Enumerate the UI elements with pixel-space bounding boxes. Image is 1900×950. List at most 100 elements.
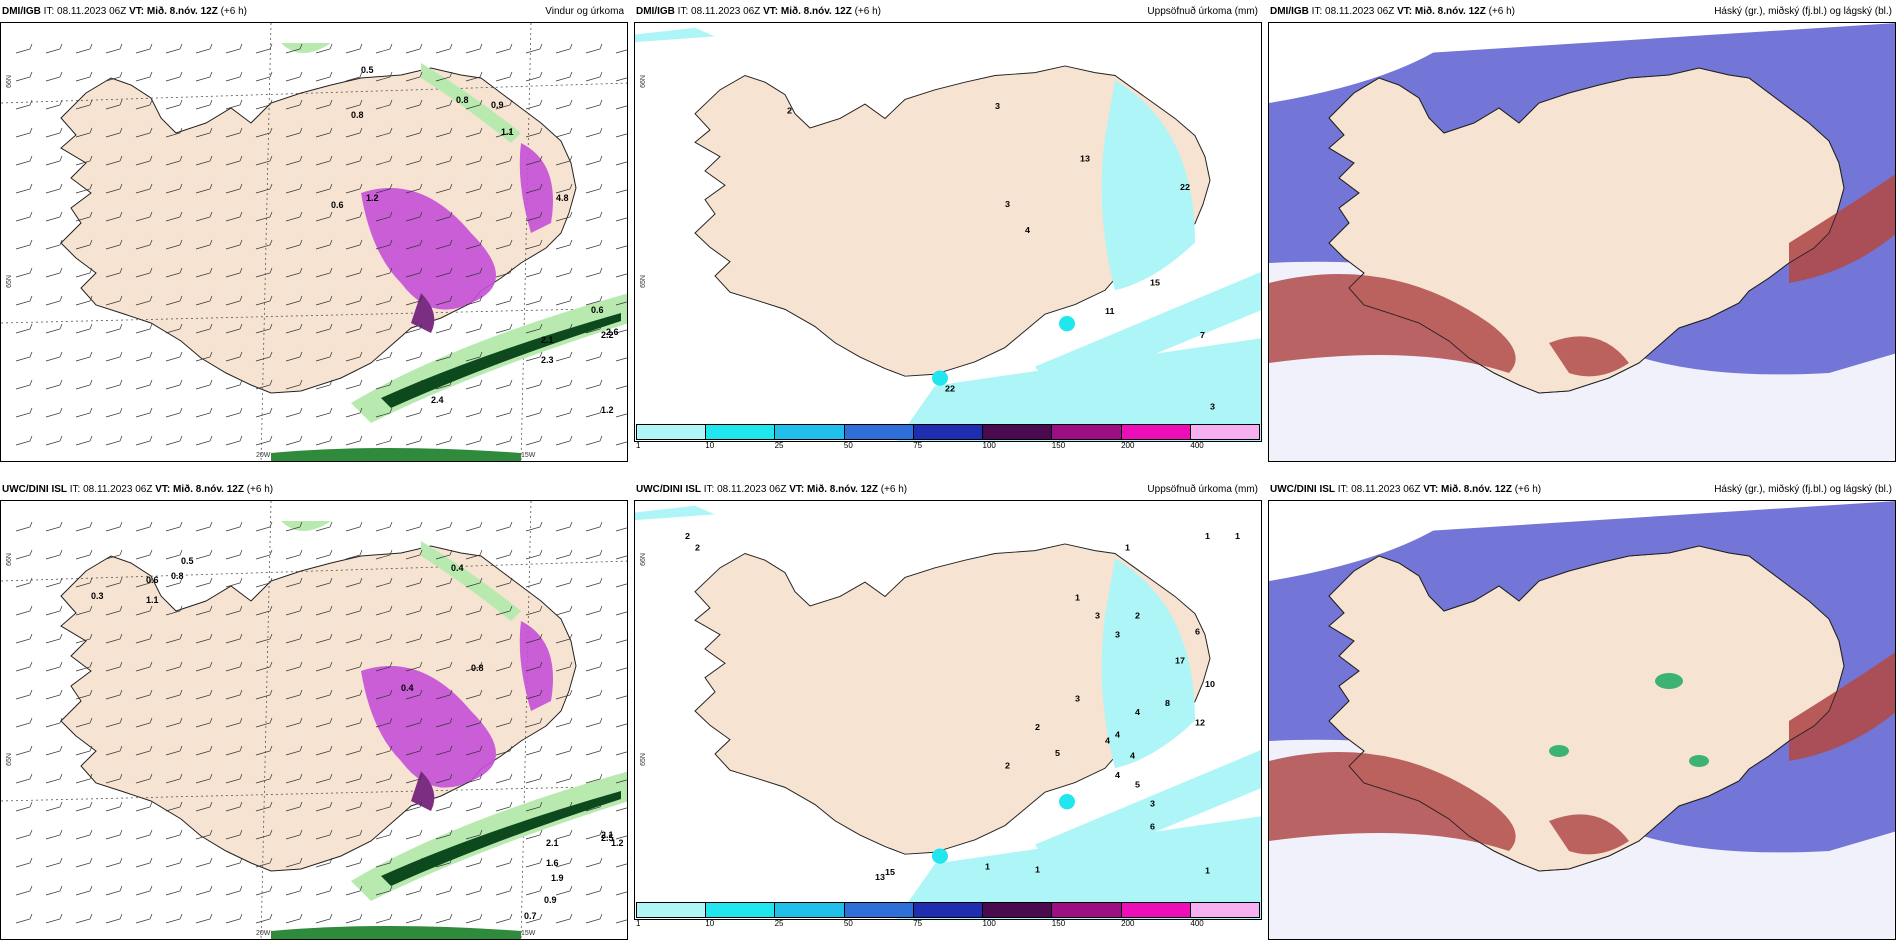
wind-barb xyxy=(135,717,153,728)
wind-barb xyxy=(165,407,183,418)
wind-barb xyxy=(45,127,63,138)
value-label: 3 xyxy=(1150,799,1155,809)
wind-barb xyxy=(585,521,603,532)
wind-barb xyxy=(315,43,333,54)
init-time: IT: 08.11.2023 06Z xyxy=(40,6,130,17)
wind-barb xyxy=(45,857,63,868)
value-label: 4 xyxy=(1025,225,1030,235)
wind-barb xyxy=(255,71,273,82)
wind-barb xyxy=(165,43,183,54)
wind-barb xyxy=(375,351,393,362)
wind-barb xyxy=(435,323,453,334)
wind-barb xyxy=(615,863,627,868)
wind-barb xyxy=(315,99,333,110)
wind-barb xyxy=(495,801,513,812)
wind-barb xyxy=(255,127,273,138)
color-swatch xyxy=(1190,903,1259,917)
panel-title: DMI/IGB IT: 08.11.2023 06Z VT: Mið. 8.nó… xyxy=(636,6,881,17)
wind-barb xyxy=(495,435,513,446)
wind-barb xyxy=(195,829,213,840)
wind-barb xyxy=(615,527,627,532)
wind-barb xyxy=(435,913,453,924)
wind-barb xyxy=(345,239,363,250)
wind-barb xyxy=(75,913,93,924)
wind-barb xyxy=(555,717,573,728)
wind-barb xyxy=(285,239,303,250)
field-title: Uppsöfnuð úrkoma (mm) xyxy=(1147,484,1258,495)
wind-barb xyxy=(435,407,453,418)
wind-barb xyxy=(315,155,333,166)
value-label: 22 xyxy=(945,384,955,394)
wind-barb xyxy=(435,801,453,812)
wind-barb xyxy=(135,661,153,672)
wind-barb xyxy=(435,577,453,588)
valid-time: VT: Mið. 8.nóv. 12Z xyxy=(789,484,878,495)
scale-label: 10 xyxy=(705,441,715,450)
wind-barb xyxy=(525,211,543,222)
wind-barb xyxy=(435,127,453,138)
wind-barb xyxy=(225,407,243,418)
wind-barb xyxy=(435,267,453,278)
wind-barb xyxy=(435,435,453,446)
wind-barb xyxy=(375,661,393,672)
wind-barb xyxy=(135,211,153,222)
value-label: 0.7 xyxy=(524,911,537,921)
wind-barb xyxy=(345,773,363,784)
wind-barb xyxy=(465,605,483,616)
wind-barb xyxy=(555,633,573,644)
value-label: 2.2 xyxy=(601,330,614,340)
color-swatch xyxy=(844,425,914,439)
wind-barb xyxy=(165,549,183,560)
panel-title: DMI/IGB IT: 08.11.2023 06Z VT: Mið. 8.nó… xyxy=(2,6,247,17)
wind-barb xyxy=(525,829,543,840)
value-label: 4 xyxy=(1105,736,1110,746)
wind-barb xyxy=(75,605,93,616)
wind-barb xyxy=(375,183,393,194)
wind-barb xyxy=(45,661,63,672)
value-label: 2.1 xyxy=(546,838,559,848)
wind-barb xyxy=(195,549,213,560)
wind-barb xyxy=(465,295,483,306)
wind-barb xyxy=(15,99,33,110)
map-frame: 2 3 13 22 3 4 15 11 7 3 22 66N 65N xyxy=(634,22,1262,442)
wind-barb xyxy=(495,829,513,840)
wind-barb xyxy=(345,605,363,616)
wind-barb xyxy=(75,211,93,222)
wind-barb xyxy=(195,211,213,222)
wind-barb xyxy=(105,605,123,616)
wind-barb xyxy=(285,633,303,644)
scale-label: 400 xyxy=(1190,919,1204,928)
wind-barb xyxy=(405,745,423,756)
wind-barb xyxy=(165,689,183,700)
wind-barb xyxy=(195,885,213,896)
wind-barb xyxy=(225,295,243,306)
scale-label: 200 xyxy=(1121,919,1135,928)
wind-barb xyxy=(405,379,423,390)
wind-barb xyxy=(585,633,603,644)
wind-barb xyxy=(555,549,573,560)
wind-barb xyxy=(105,323,123,334)
scale-label: 1 xyxy=(636,919,641,928)
wind-barb xyxy=(495,267,513,278)
wind-barb xyxy=(135,549,153,560)
wind-barb xyxy=(555,801,573,812)
scale-label: 100 xyxy=(982,441,996,450)
wind-barb xyxy=(585,661,603,672)
wind-barb xyxy=(555,379,573,390)
wind-barb xyxy=(345,717,363,728)
value-label: 8 xyxy=(1165,698,1170,708)
wind-barb xyxy=(495,549,513,560)
value-label: 1 xyxy=(1205,865,1210,875)
wind-barb xyxy=(255,323,273,334)
wind-barb xyxy=(45,71,63,82)
wind-barb xyxy=(45,435,63,446)
wind-barb xyxy=(405,913,423,924)
color-swatch xyxy=(1190,425,1259,439)
map-canvas xyxy=(1269,23,1895,461)
lead-time: (+6 h) xyxy=(217,6,248,17)
wind-barb xyxy=(75,379,93,390)
wind-barb xyxy=(555,351,573,362)
wind-barb xyxy=(405,71,423,82)
wind-barb xyxy=(105,633,123,644)
